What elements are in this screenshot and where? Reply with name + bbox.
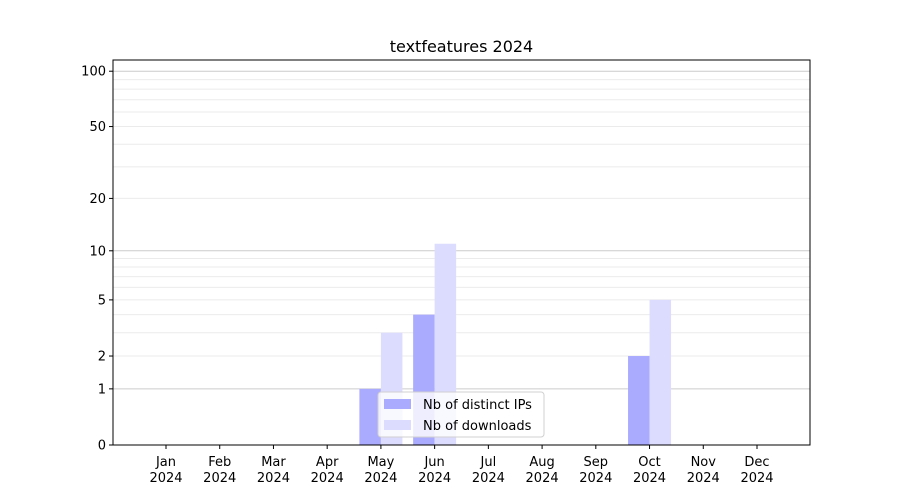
legend: Nb of distinct IPs Nb of downloads — [377, 391, 545, 438]
legend-label: Nb of downloads — [423, 419, 532, 434]
x-tick-label: Dec 2024 — [740, 455, 773, 486]
y-tick-label: 100 — [81, 65, 106, 80]
bar-distinct-ips — [628, 356, 650, 445]
bar-downloads — [649, 299, 672, 445]
x-tick-label: Jul 2024 — [472, 455, 505, 486]
legend-swatch — [384, 399, 411, 409]
y-tick-label: 0 — [98, 439, 106, 454]
legend-label: Nb of distinct IPs — [423, 398, 532, 413]
y-tick-label: 20 — [89, 192, 106, 207]
x-tick-label: Jan 2024 — [149, 455, 182, 486]
legend-swatch — [384, 420, 411, 430]
legend-box — [377, 391, 545, 438]
x-tick-label: Apr 2024 — [311, 455, 344, 486]
y-tick-label: 2 — [98, 350, 106, 365]
y-tick-label: 1 — [98, 382, 106, 397]
chart-title: textfeatures 2024 — [390, 37, 533, 56]
axes: 0 1 2 5 10 20 50 100 Jan 2024 Feb 2024 Mar 2024 Apr 202… — [81, 59, 811, 486]
x-tick-label: Sep 2024 — [579, 455, 612, 486]
x-tick-label: May 2024 — [364, 455, 397, 486]
x-tick-label: Oct 2024 — [633, 455, 666, 486]
grid — [113, 70, 810, 390]
plot-frame — [112, 59, 811, 446]
bar-distinct-ips — [359, 388, 381, 445]
x-tick-label: Aug 2024 — [526, 455, 559, 486]
y-tick-label: 10 — [89, 244, 106, 259]
x-tick-label: Mar 2024 — [257, 455, 290, 486]
x-tick-label: Feb 2024 — [203, 455, 236, 486]
y-tick-label: 50 — [89, 120, 106, 135]
x-tick-label: Jun 2024 — [418, 455, 451, 486]
x-tick-label: Nov 2024 — [687, 455, 720, 486]
y-tick-label: 5 — [98, 293, 106, 308]
